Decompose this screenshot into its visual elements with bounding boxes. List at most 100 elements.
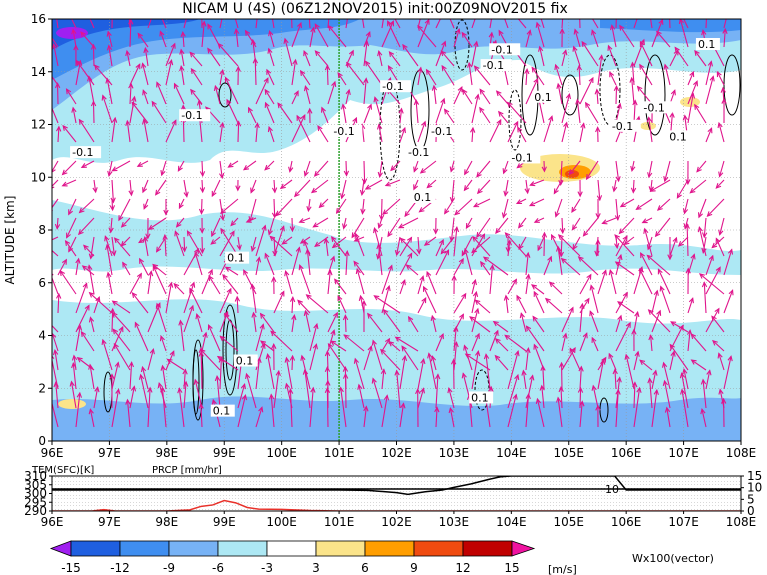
wind-vector	[493, 321, 509, 333]
wind-vector	[633, 387, 641, 428]
wind-vector	[55, 382, 59, 409]
wind-vector	[344, 334, 365, 352]
wind-vector-head	[202, 331, 208, 338]
wind-vector-head	[128, 190, 134, 197]
wind-vector	[224, 313, 239, 333]
wind-vector-head	[556, 82, 562, 89]
wind-vector-head	[533, 77, 539, 84]
wind-vector	[651, 290, 658, 314]
wind-vector-head	[401, 354, 408, 362]
wind-vector	[106, 245, 113, 276]
wind-vector-head	[345, 88, 351, 95]
wind-vector-head	[213, 84, 220, 92]
wind-vector	[433, 85, 437, 105]
wind-vector	[226, 99, 239, 124]
wind-vector-head	[413, 99, 420, 106]
wind-vector	[273, 179, 276, 193]
wind-vector	[331, 236, 347, 257]
wind-vector-head	[71, 106, 77, 113]
wind-vector-head	[227, 162, 234, 168]
wind-vector	[373, 228, 383, 257]
wind-vector	[219, 122, 224, 143]
wind-vector-head	[573, 28, 579, 35]
y-tick-label: 14	[31, 65, 46, 79]
wind-vector-head	[163, 209, 169, 216]
wind-vector	[531, 67, 545, 86]
wind-vector	[609, 270, 617, 295]
wind-vector-head	[105, 77, 111, 84]
wind-vector-head	[558, 386, 564, 393]
contour-10	[508, 89, 522, 151]
wind-vector-head	[439, 238, 444, 246]
wind-vector-head	[242, 164, 250, 171]
wind-vector	[640, 252, 653, 276]
wind-vector-head	[397, 223, 405, 229]
wind-vector-head	[332, 311, 338, 318]
wind-vector	[402, 44, 419, 67]
wind-vector-head	[476, 171, 482, 178]
wind-vector-head	[426, 270, 432, 278]
wind-vector-head	[591, 384, 597, 391]
wind-vector-head	[559, 27, 565, 34]
wind-vector	[201, 332, 207, 352]
wind-vector	[377, 244, 383, 276]
wind-vector	[398, 217, 419, 229]
wind-vector	[165, 282, 172, 314]
wind-vector-head	[299, 69, 306, 76]
wind-vector	[345, 89, 350, 105]
wind-vector-head	[471, 278, 477, 286]
wind-vector	[89, 292, 113, 314]
wind-vector	[449, 408, 455, 428]
wind-vector	[507, 351, 519, 390]
surface-x-tick-label: 98E	[155, 515, 178, 529]
wind-vector	[489, 19, 493, 29]
wind-vector	[147, 19, 152, 29]
contour-label-bg	[428, 125, 460, 138]
wind-vector-head	[555, 245, 562, 252]
wind-vector-head	[461, 292, 467, 299]
wind-vector	[345, 19, 348, 29]
wind-vector	[89, 19, 95, 29]
wind-vector	[417, 19, 430, 48]
wind-vector	[390, 160, 401, 171]
wind-vector	[424, 236, 437, 246]
wind-vector	[365, 61, 383, 86]
wind-vector-head	[143, 203, 149, 210]
wind-vector-head	[577, 191, 583, 198]
wind-vector-head	[421, 120, 427, 127]
wind-vector	[291, 315, 295, 333]
wind-vector-head	[264, 252, 270, 259]
wind-vector	[579, 19, 581, 29]
wind-vector-head	[465, 222, 471, 230]
wind-vector	[176, 217, 185, 228]
wind-vector-head	[251, 311, 257, 318]
wind-vector	[358, 384, 365, 409]
wind-vector	[75, 305, 90, 333]
surface-left-tick-label: 305	[24, 478, 47, 492]
colorbar-low-arrow	[49, 540, 72, 557]
wind-vector	[507, 121, 519, 143]
wind-vector	[66, 217, 77, 238]
wind-vector-head	[496, 118, 502, 126]
wind-vector-head	[234, 295, 241, 302]
wind-vector-head	[659, 285, 665, 292]
wind-vector	[211, 217, 221, 237]
wind-vector-head	[128, 361, 135, 368]
wind-vector	[483, 256, 509, 276]
wind-vector-head	[177, 165, 183, 172]
wind-vector	[381, 338, 390, 352]
wind-vector	[399, 403, 405, 428]
wind-vector-head	[664, 406, 671, 413]
wind-vector-head	[210, 239, 217, 245]
wind-vector-head	[380, 368, 387, 375]
wind-vector	[83, 244, 95, 257]
wind-vector	[396, 370, 401, 409]
wind-vector-head	[608, 269, 614, 276]
contour-label-bg	[411, 190, 436, 203]
wind-vector	[615, 19, 617, 29]
wind-vector-head	[330, 340, 337, 346]
wind-vector-head	[352, 116, 358, 124]
wind-vector	[617, 301, 635, 314]
wind-vector	[536, 398, 545, 428]
wind-vector	[687, 71, 694, 86]
